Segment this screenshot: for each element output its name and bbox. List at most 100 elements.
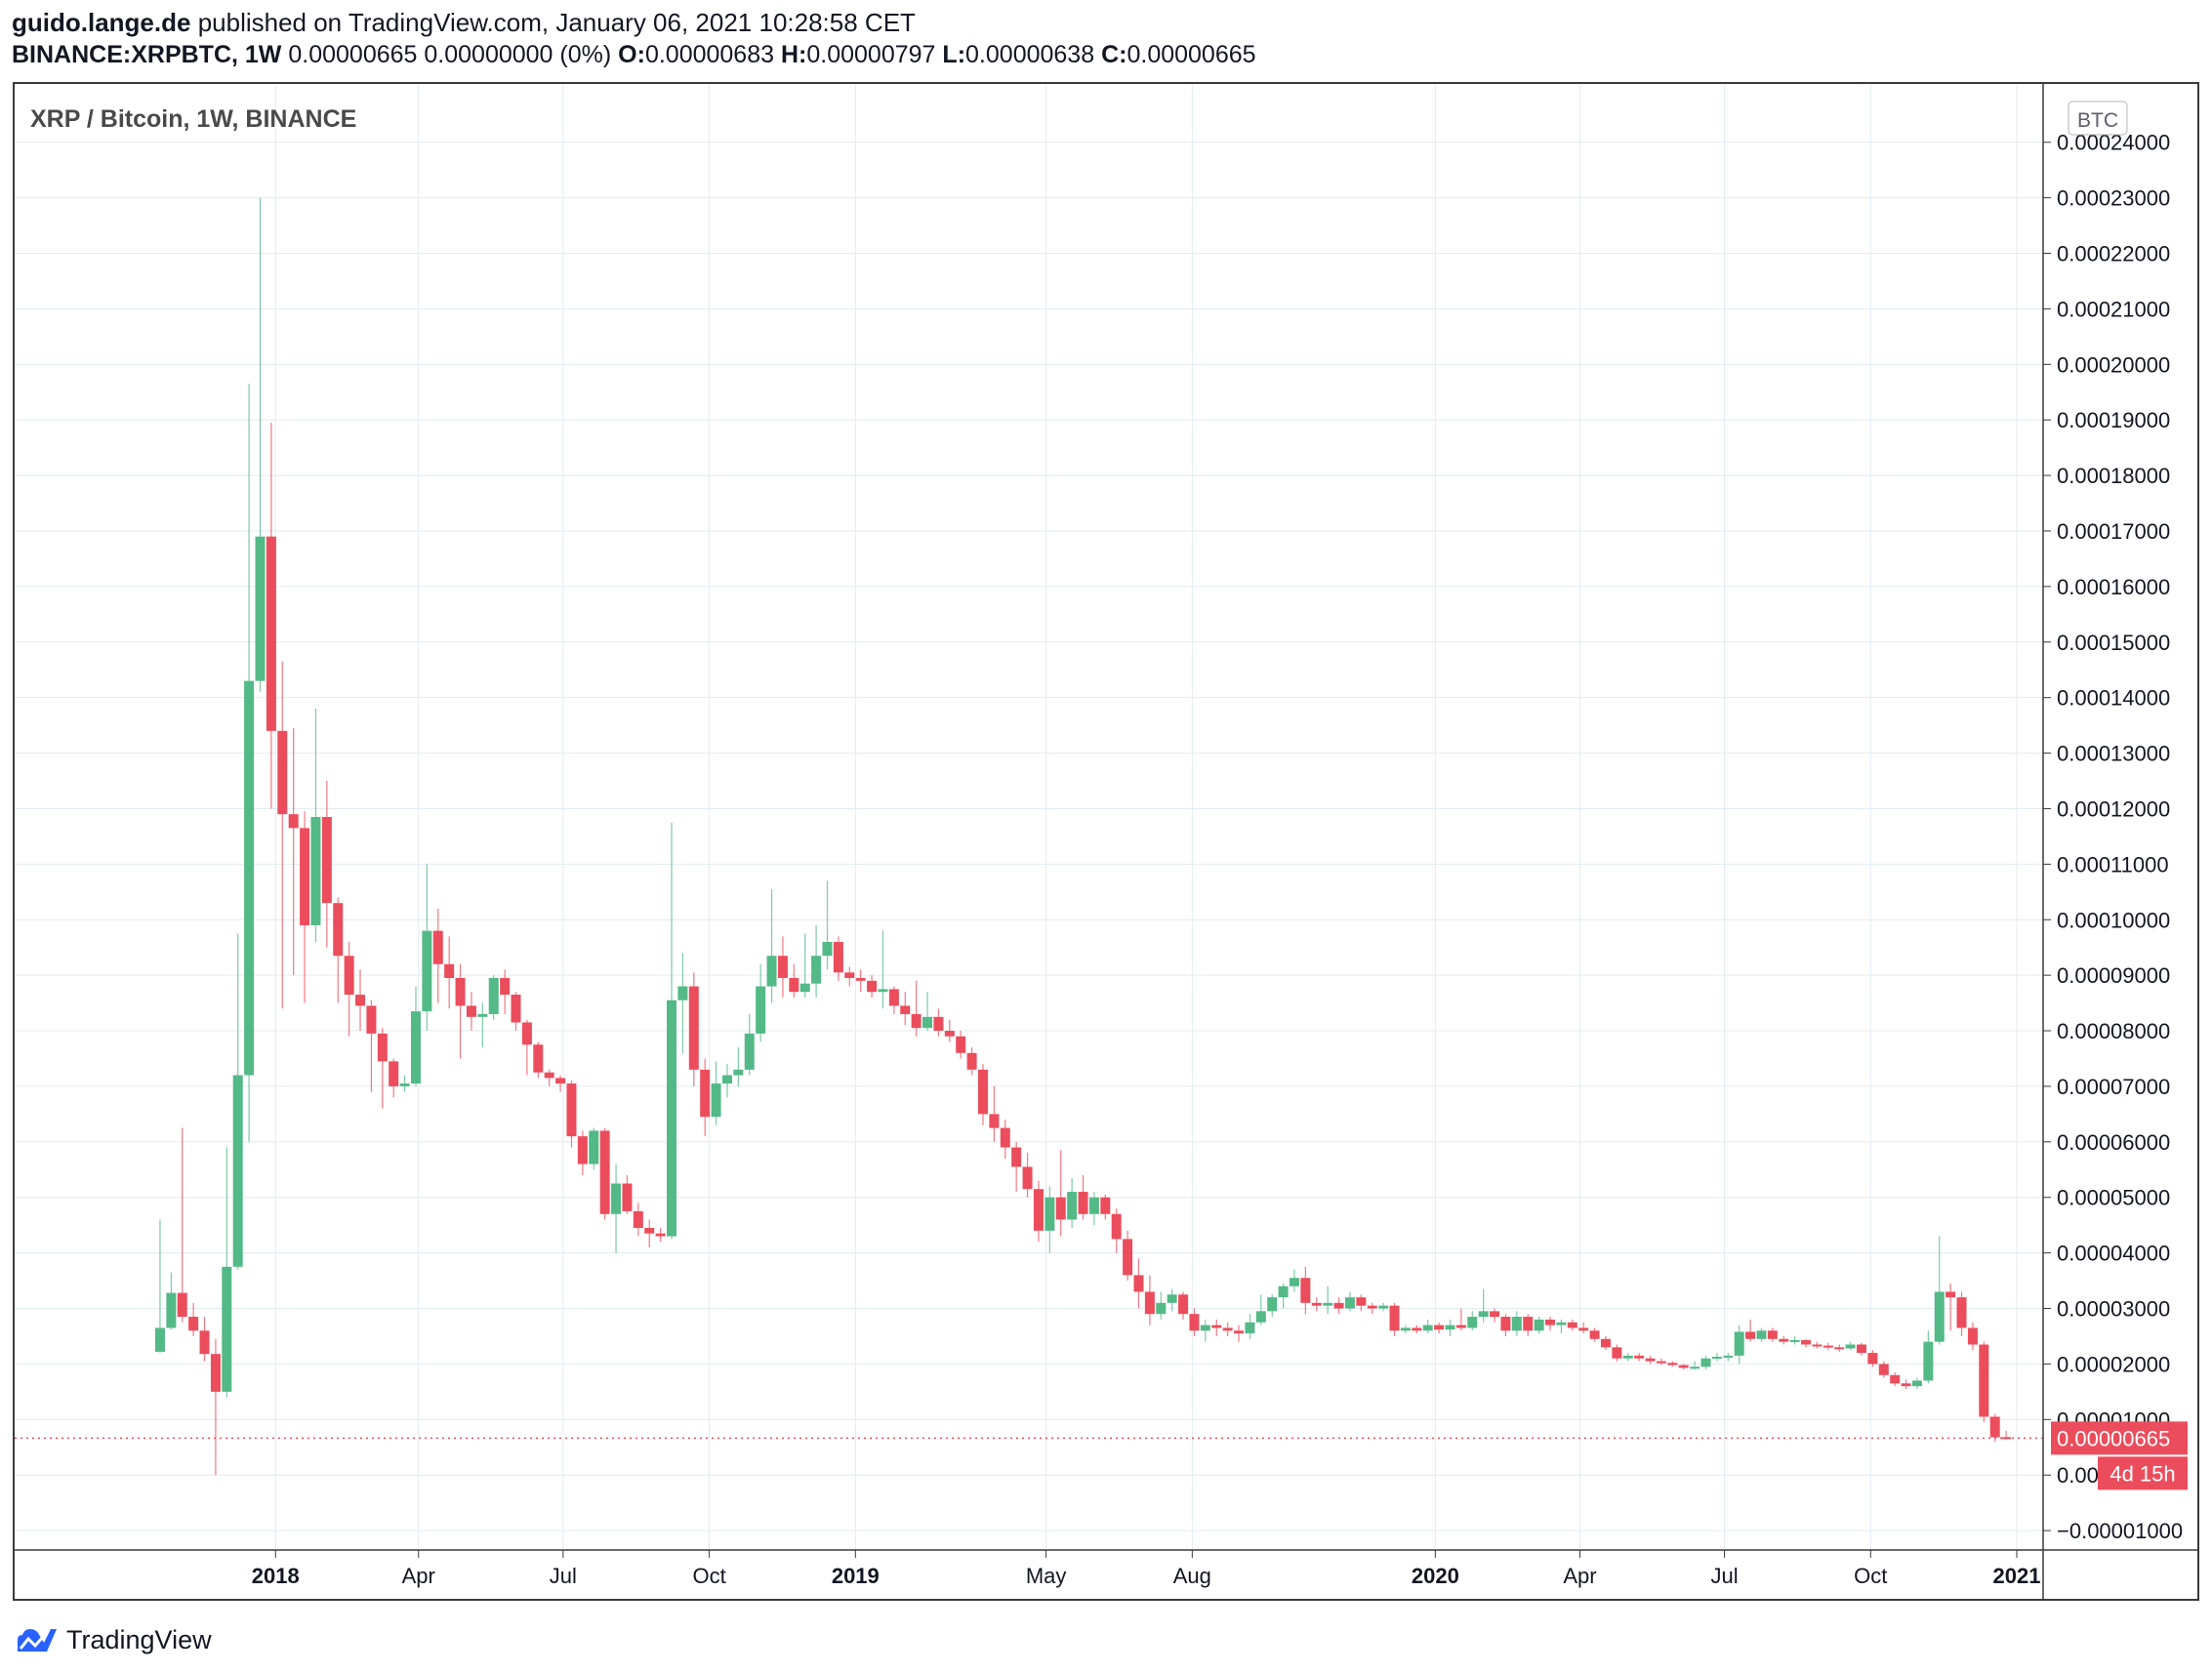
candle-body[interactable] [1867, 1353, 1878, 1365]
candle-body[interactable] [1055, 1197, 1066, 1220]
candle-body[interactable] [333, 903, 344, 957]
candle-body[interactable] [1412, 1327, 1422, 1331]
candle-body[interactable] [1356, 1297, 1367, 1306]
candle-body[interactable] [1133, 1275, 1144, 1292]
candle-body[interactable] [1845, 1344, 1856, 1349]
candle-body[interactable] [1523, 1317, 1534, 1331]
candle-body[interactable] [1678, 1365, 1689, 1368]
candle-body[interactable] [1589, 1330, 1600, 1339]
candle-body[interactable] [488, 977, 499, 1014]
candle-body[interactable] [1934, 1291, 1945, 1342]
candle-body[interactable] [1167, 1294, 1177, 1303]
candle-body[interactable] [177, 1292, 187, 1318]
candle-body[interactable] [633, 1210, 643, 1229]
candle-body[interactable] [1156, 1302, 1167, 1315]
candle-body[interactable] [533, 1044, 544, 1073]
candle-body[interactable] [1511, 1317, 1522, 1331]
candle-body[interactable] [1088, 1197, 1099, 1214]
candle-body[interactable] [744, 1033, 755, 1070]
candle-body[interactable] [154, 1327, 165, 1352]
candle-body[interactable] [700, 1069, 711, 1118]
candle-body[interactable] [1367, 1305, 1377, 1309]
candle-body[interactable] [777, 956, 788, 978]
candle-body[interactable] [844, 972, 855, 978]
candle-body[interactable] [1078, 1192, 1088, 1214]
candle-body[interactable] [1333, 1302, 1344, 1309]
author-name[interactable]: guido.lange.de [12, 8, 191, 37]
candle-body[interactable] [1734, 1331, 1744, 1356]
candle-body[interactable] [199, 1330, 210, 1355]
candle-body[interactable] [544, 1072, 554, 1079]
candle-body[interactable] [589, 1130, 599, 1164]
candle-body[interactable] [399, 1083, 410, 1086]
candle-body[interactable] [1545, 1319, 1556, 1326]
candle-body[interactable] [1434, 1325, 1445, 1330]
candle-body[interactable] [1300, 1278, 1311, 1303]
candle-body[interactable] [300, 828, 310, 925]
candle-body[interactable] [956, 1036, 966, 1053]
candle-body[interactable] [1989, 1416, 2000, 1438]
candle-body[interactable] [210, 1354, 221, 1392]
candle-body[interactable] [622, 1183, 633, 1211]
candle-body[interactable] [321, 817, 332, 904]
candle-body[interactable] [867, 980, 878, 993]
candle-body[interactable] [977, 1069, 988, 1115]
candle-body[interactable] [1211, 1325, 1222, 1328]
candle-body[interactable] [1812, 1344, 1823, 1347]
candle-body[interactable] [1389, 1305, 1400, 1331]
candle-body[interactable] [1011, 1147, 1022, 1167]
candle-body[interactable] [1289, 1278, 1299, 1286]
candle-body[interactable] [1612, 1347, 1622, 1359]
candle-body[interactable] [677, 986, 688, 1000]
candle-body[interactable] [377, 1033, 388, 1062]
candle-body[interactable] [432, 930, 443, 964]
candle-body[interactable] [1323, 1302, 1333, 1306]
candle-body[interactable] [1022, 1166, 1033, 1190]
candle-body[interactable] [1234, 1330, 1245, 1334]
candle-body[interactable] [766, 956, 777, 987]
candle-body[interactable] [733, 1069, 744, 1076]
candle-body[interactable] [822, 942, 833, 957]
candle-body[interactable] [1600, 1338, 1611, 1348]
candle-body[interactable] [511, 995, 521, 1023]
candle-body[interactable] [1556, 1322, 1567, 1326]
candle-body[interactable] [1856, 1344, 1866, 1354]
candle-body[interactable] [1700, 1358, 1711, 1367]
candle-body[interactable] [1455, 1325, 1466, 1328]
candle-body[interactable] [232, 1075, 243, 1267]
candle-body[interactable] [222, 1266, 232, 1392]
candle-body[interactable] [1378, 1305, 1389, 1309]
candle-body[interactable] [1801, 1339, 1812, 1345]
candle-body[interactable] [188, 1317, 199, 1331]
candle-body[interactable] [1422, 1325, 1433, 1331]
candle-body[interactable] [1222, 1327, 1233, 1331]
candle-body[interactable] [1745, 1331, 1756, 1339]
candle-body[interactable] [266, 536, 276, 731]
candle-body[interactable] [166, 1292, 177, 1328]
candle-body[interactable] [1400, 1327, 1411, 1331]
candle-body[interactable] [1255, 1311, 1266, 1323]
candle-body[interactable] [721, 1075, 732, 1084]
candle-body[interactable] [1000, 1127, 1010, 1148]
candle-body[interactable] [644, 1228, 655, 1234]
candle-body[interactable] [1823, 1345, 1833, 1348]
candle-body[interactable] [655, 1233, 666, 1237]
candle-body[interactable] [521, 1022, 532, 1045]
candle-body[interactable] [711, 1083, 721, 1118]
candle-body[interactable] [344, 956, 354, 996]
currency-badge[interactable] [2068, 101, 2128, 136]
candle-body[interactable] [1311, 1302, 1322, 1306]
candle-body[interactable] [855, 977, 866, 981]
candle-body[interactable] [355, 995, 366, 1006]
candle-body[interactable] [1890, 1374, 1901, 1384]
candle-body[interactable] [1656, 1361, 1666, 1364]
candle-body[interactable] [1567, 1322, 1577, 1328]
candle-body[interactable] [1478, 1311, 1489, 1318]
candle-body[interactable] [1144, 1291, 1155, 1315]
candle-body[interactable] [1200, 1325, 1210, 1331]
candle-body[interactable] [1911, 1380, 1922, 1387]
candle-body[interactable] [1979, 1344, 1989, 1417]
candle-body[interactable] [1645, 1358, 1656, 1362]
candle-body[interactable] [1178, 1294, 1189, 1315]
candle-body[interactable] [756, 986, 766, 1034]
